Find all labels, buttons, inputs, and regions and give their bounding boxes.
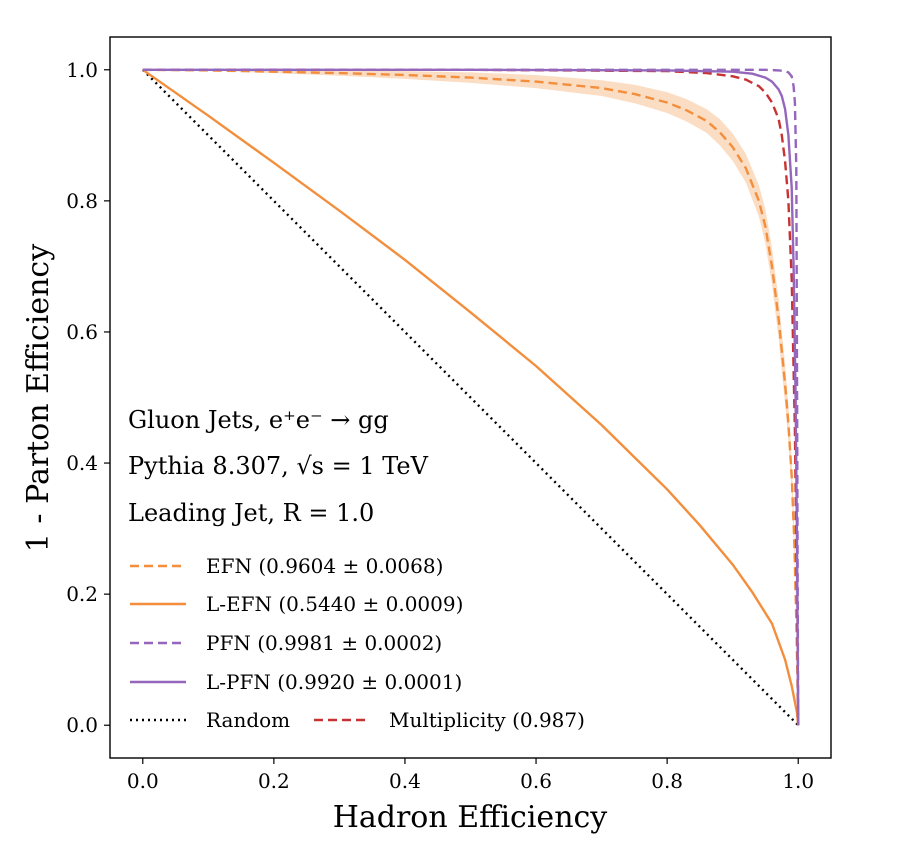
legend-item-multiplicity: Multiplicity (0.987) <box>314 708 585 732</box>
x-tick-label: 0.6 <box>520 769 552 793</box>
legend-label-l-pfn: L-PFN (0.9920 ± 0.0001) <box>206 670 462 694</box>
legend-item-l-efn: L-EFN (0.5440 ± 0.0009) <box>130 592 463 616</box>
legend: EFN (0.9604 ± 0.0068) L-EFN (0.5440 ± 0.… <box>130 554 585 732</box>
legend-label-efn: EFN (0.9604 ± 0.0068) <box>206 554 443 578</box>
series-line-2 <box>142 68 800 726</box>
legend-label-random: Random <box>206 708 290 732</box>
legend-label-multiplicity: Multiplicity (0.987) <box>389 708 585 732</box>
x-tick-label: 0.8 <box>651 769 683 793</box>
annotation-process: Gluon Jets, e⁺e⁻ → gg <box>128 406 389 434</box>
annotation-generator: Pythia 8.307, √s = 1 TeV <box>128 452 429 480</box>
y-tick-label: 0.2 <box>66 582 98 606</box>
series-line-1 <box>142 68 800 726</box>
legend-item-pfn: PFN (0.9981 ± 0.0002) <box>130 631 442 655</box>
x-tick-label: 0.0 <box>127 769 159 793</box>
series-lines <box>141 68 800 727</box>
legend-item-efn: EFN (0.9604 ± 0.0068) <box>130 554 443 578</box>
plot-frame <box>109 36 832 759</box>
legend-item-l-pfn: L-PFN (0.9920 ± 0.0001) <box>130 670 462 694</box>
y-axis-ticks: 0.0 0.2 0.4 0.6 0.8 1.0 <box>66 58 110 737</box>
series-line-4 <box>141 68 800 727</box>
y-axis-title: 1 - Parton Efficiency <box>21 244 56 552</box>
y-tick-label: 0.8 <box>66 189 98 213</box>
series-line-5 <box>142 68 800 726</box>
legend-label-l-efn: L-EFN (0.5440 ± 0.0009) <box>206 592 463 616</box>
confidence-bands <box>142 69 799 726</box>
x-axis-title: Hadron Efficiency <box>333 800 608 835</box>
x-tick-label: 0.4 <box>389 769 421 793</box>
x-tick-label: 1.0 <box>782 769 814 793</box>
series-line-3 <box>142 68 800 726</box>
annotation-jet: Leading Jet, R = 1.0 <box>128 499 374 527</box>
legend-item-random: Random <box>130 708 290 732</box>
y-tick-label: 1.0 <box>66 58 98 82</box>
series-band-0 <box>142 69 799 726</box>
x-axis-ticks: 0.0 0.2 0.4 0.6 0.8 1.0 <box>127 758 814 793</box>
series-line-0 <box>142 68 800 726</box>
y-tick-label: 0.0 <box>66 713 98 737</box>
y-tick-label: 0.6 <box>66 320 98 344</box>
y-tick-label: 0.4 <box>66 451 98 475</box>
x-tick-label: 0.2 <box>258 769 290 793</box>
legend-label-pfn: PFN (0.9981 ± 0.0002) <box>206 631 442 655</box>
